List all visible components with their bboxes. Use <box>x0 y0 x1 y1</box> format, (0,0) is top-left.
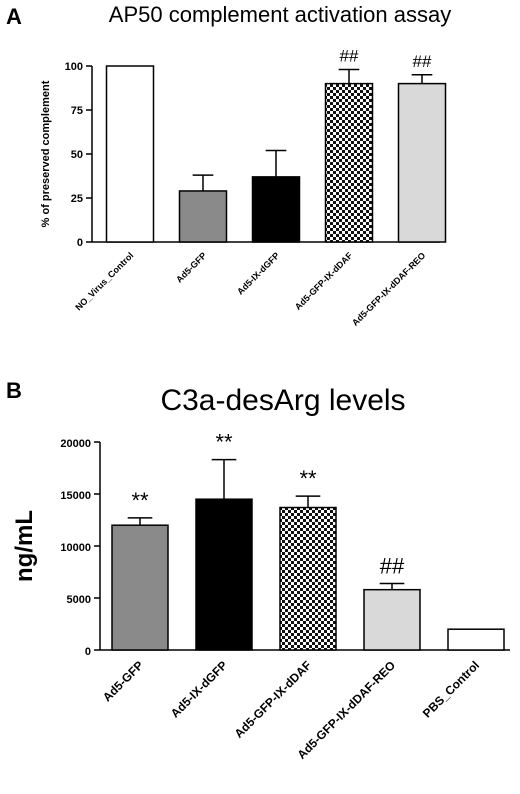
y-tick-label: 0 <box>77 237 83 249</box>
y-tick-label: 50 <box>71 149 83 161</box>
y-tick-label: 20000 <box>60 438 91 450</box>
x-category-label: NO_Virus_Control <box>73 250 135 312</box>
x-category-label: Ad5-GFP-IX-dDAF <box>232 658 314 740</box>
bar-ad5-gfp-ix-ddaf <box>279 506 337 651</box>
significance-marker: ** <box>215 430 233 455</box>
significance-marker: ## <box>340 47 359 66</box>
x-category-label: Ad5-GFP-IX-dDAF <box>293 250 355 312</box>
y-tick-label: 75 <box>71 105 83 117</box>
chart-title-a: AP50 complement activation assay <box>109 2 451 27</box>
bar-no-virus-control <box>105 65 155 243</box>
y-tick-label: 0 <box>85 646 91 658</box>
chart-panel-b: B C3a-desArg levels ng/mL 0 5000 10000 1500… <box>6 378 510 762</box>
bar-ad5-gfp <box>111 524 169 651</box>
chart-panel-a: A AP50 complement activation assay % of … <box>6 2 451 328</box>
y-tick-label: 100 <box>65 61 83 73</box>
significance-marker: ## <box>380 553 405 578</box>
chart-title-b: C3a-desArg levels <box>160 384 405 417</box>
panel-letter-a: A <box>6 4 22 29</box>
panel-letter-b: B <box>6 378 22 403</box>
y-tick-label: 15000 <box>60 490 91 502</box>
bar-ad5-gfp-ix-ddaf-reo <box>397 82 447 243</box>
significance-marker: ** <box>131 488 149 513</box>
x-category-label: Ad5-IX-dGFP <box>235 250 281 296</box>
bar-ad5-gfp-ix-ddaf <box>324 82 374 243</box>
y-tick-label: 10000 <box>60 542 91 554</box>
bar-ad5-ix-dgfp <box>195 498 253 651</box>
significance-marker: ** <box>299 466 317 491</box>
x-category-label: Ad5-GFP-IX-dDAF-REO <box>350 250 427 327</box>
x-category-label: Ad5-IX-dGFP <box>168 658 230 720</box>
x-category-label: Ad5-GFP-IX-dDAF-REO <box>294 658 398 762</box>
bar-ad5-gfp-ix-ddaf-reo <box>363 588 421 651</box>
x-category-label: Ad5-GFP <box>174 250 208 284</box>
y-axis-label-b: ng/mL <box>11 510 38 582</box>
y-tick-label: 5000 <box>67 594 91 606</box>
y-axis-label-a: % of preserved complement <box>40 80 52 227</box>
x-category-label: Ad5-GFP <box>100 658 146 704</box>
bar-pbs-control <box>447 628 505 651</box>
y-tick-label: 25 <box>71 193 83 205</box>
bar-ad5-gfp <box>178 190 228 243</box>
significance-marker: ## <box>413 52 432 71</box>
bar-ad5-ix-dgfp <box>251 176 301 243</box>
x-category-label: PBS_Control <box>420 658 482 720</box>
